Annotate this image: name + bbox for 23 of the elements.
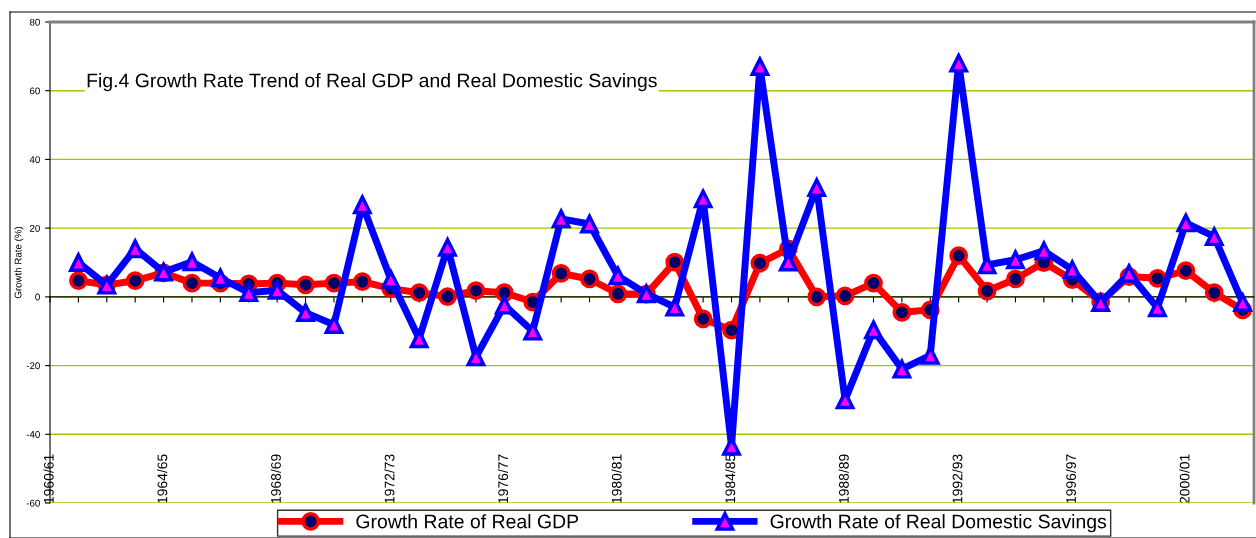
x-tick-label: 1968/69	[270, 454, 281, 503]
y-tick-label: 0	[35, 293, 40, 301]
x-tick-label: 1976/77	[497, 454, 509, 503]
legend-label: Growth Rate of Real GDP	[356, 514, 579, 529]
y-axis-title: Growth Rate (%)	[14, 226, 24, 299]
y-tick-label: 20	[29, 224, 40, 232]
y-tick-label: 60	[29, 87, 40, 95]
y-tick-label: -20	[26, 362, 40, 370]
x-tick-label: 1988/89	[838, 454, 849, 503]
y-tick-label: -60	[26, 499, 40, 507]
x-tick-label: 1964/65	[157, 454, 168, 503]
x-tick-label: 2000/01	[1179, 454, 1190, 504]
legend-label: Growth Rate of Real Domestic Savings	[770, 514, 1107, 533]
x-tick-label: 1984/85	[725, 454, 736, 503]
y-tick-label: 40	[29, 156, 40, 164]
x-tick-label: 1960/61	[43, 454, 54, 503]
y-tick-label: 80	[29, 18, 40, 26]
x-tick-label: 1996/97	[1065, 454, 1076, 503]
y-tick-label: -40	[26, 431, 40, 438]
x-tick-label: 1980/81	[611, 454, 622, 503]
text: Fig.4 Growth Rate Trend of Real GDP and Real Domestic Savings	[87, 73, 657, 92]
x-tick-label: 1972/73	[384, 454, 395, 503]
x-tick-label: 1992/93	[952, 454, 963, 503]
